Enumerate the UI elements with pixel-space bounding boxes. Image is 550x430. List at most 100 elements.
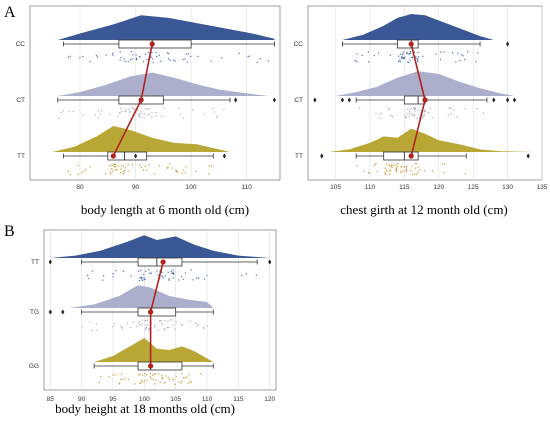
raw-data-point (154, 324, 156, 326)
raw-data-point (417, 51, 419, 54)
raw-data-point (160, 115, 163, 117)
raw-data-point (200, 373, 202, 375)
raw-data-point (143, 380, 145, 382)
raw-data-point (159, 381, 161, 383)
raw-data-point (127, 163, 129, 166)
panel-label-a: A (4, 4, 16, 21)
raw-data-point (117, 165, 119, 167)
raw-data-point (416, 58, 418, 60)
raw-data-point (399, 61, 401, 63)
raw-data-point (172, 277, 174, 279)
x-tick-label: 115 (233, 396, 244, 403)
raw-data-point (405, 166, 407, 168)
group-label: TT (31, 259, 39, 266)
raw-data-point (414, 167, 417, 169)
raw-data-point (124, 110, 126, 112)
box (383, 151, 419, 161)
raw-data-point (161, 275, 163, 277)
outlier-point (492, 97, 496, 103)
raw-data-point (130, 51, 132, 53)
raw-data-point (145, 326, 147, 328)
group-label: CC (294, 41, 304, 48)
raw-data-point (378, 113, 380, 115)
raw-data-point (119, 383, 121, 385)
raw-data-point (153, 173, 155, 175)
raw-data-point (386, 163, 388, 165)
raw-data-point (67, 56, 70, 58)
raw-data-point (91, 329, 93, 332)
raw-data-point (167, 377, 169, 379)
raw-data-point (208, 165, 210, 167)
raw-data-point (143, 279, 145, 281)
raw-data-point (461, 54, 463, 56)
raw-data-point (195, 322, 197, 324)
raw-data-point (149, 272, 151, 274)
raw-data-point (210, 60, 212, 62)
chart-body-length: 80 90 100 110 CC CT TT (16, 5, 281, 191)
raw-data-point (196, 322, 198, 324)
raw-data-point (406, 52, 408, 55)
raw-data-point (396, 169, 398, 171)
raw-data-point (167, 166, 169, 168)
raw-data-point (367, 51, 369, 53)
raw-data-point (415, 108, 417, 110)
raw-data-point (82, 56, 84, 58)
raw-data-point (422, 117, 424, 119)
box (107, 151, 148, 161)
raw-data-point (77, 164, 79, 166)
raw-data-point (172, 324, 174, 326)
raw-data-point (125, 108, 127, 110)
raw-data-point (408, 53, 410, 55)
raw-data-point (398, 55, 400, 57)
raw-data-point (397, 163, 399, 165)
raw-data-point (141, 278, 143, 280)
raw-data-point (135, 111, 137, 114)
raw-data-point (164, 275, 166, 277)
raw-data-point (190, 381, 192, 383)
raw-data-point (144, 373, 146, 375)
x-tick-label: 90 (78, 396, 86, 403)
chart-chest-girth: 105 110 115 120 125 130 135 CC CT TT (294, 5, 548, 191)
raw-data-point (181, 172, 183, 174)
raw-data-point (122, 171, 124, 173)
density-cloud (52, 126, 231, 152)
raw-data-point (185, 166, 187, 168)
raw-data-point (184, 172, 186, 174)
raw-data-point (132, 58, 134, 60)
group-label: TT (17, 153, 25, 160)
raw-data-point (170, 270, 172, 272)
raw-data-point (131, 107, 133, 109)
raw-data-point (184, 58, 186, 60)
raw-data-point (166, 52, 169, 54)
raw-data-point (137, 109, 139, 111)
raw-data-point (185, 53, 187, 55)
raw-data-point (154, 383, 156, 385)
raw-data-point (412, 56, 414, 59)
raw-data-point (143, 277, 145, 279)
raw-data-point (404, 114, 406, 116)
raw-data-point (375, 112, 377, 115)
raw-data-point (154, 373, 156, 375)
raw-data-point (389, 164, 391, 166)
raw-data-point (145, 324, 147, 326)
raw-data-point (390, 114, 392, 116)
raw-data-point (144, 319, 146, 322)
raw-data-point (140, 379, 143, 382)
raw-data-point (168, 379, 170, 381)
outlier-point (222, 153, 226, 159)
raw-data-point (98, 381, 100, 383)
box (137, 307, 177, 317)
raw-data-point (138, 113, 140, 115)
raw-data-point (443, 171, 445, 174)
raw-data-point (97, 110, 100, 112)
mean-point (422, 97, 428, 103)
raw-data-point (99, 113, 101, 115)
raw-data-point (138, 114, 140, 116)
raw-data-point (182, 169, 184, 171)
raw-data-point (202, 326, 205, 328)
raw-data-point (440, 51, 442, 53)
raw-data-point (143, 273, 145, 275)
raw-data-point (142, 374, 144, 376)
raw-data-point (405, 116, 407, 118)
raw-data-point (143, 113, 145, 115)
